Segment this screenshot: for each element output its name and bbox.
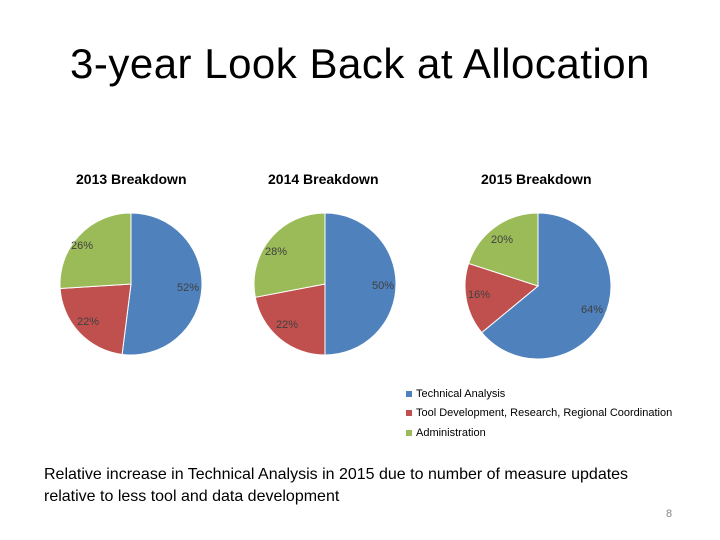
pie-label-2015-admin: 20% bbox=[491, 234, 513, 246]
slide-title: 3-year Look Back at Allocation bbox=[70, 40, 650, 87]
legend-label-technical: Technical Analysis bbox=[416, 387, 506, 400]
chart-title-2014: 2014 Breakdown bbox=[268, 171, 379, 187]
pie-slice-2013-tool bbox=[59, 283, 132, 355]
pie-label-2015-tool: 16% bbox=[468, 289, 490, 301]
legend-swatch-tool bbox=[406, 410, 412, 417]
legend-item-admin: Administration bbox=[406, 423, 672, 443]
pie-slice-2013-technical bbox=[121, 212, 203, 356]
legend-item-tool: Tool Development, Research, Regional Coo… bbox=[406, 404, 672, 424]
pie-slice-2015-admin bbox=[467, 212, 539, 287]
pie-label-2014-tool: 22% bbox=[276, 319, 298, 331]
pie-label-2013-admin: 26% bbox=[71, 240, 93, 252]
pie-label-2013-tool: 22% bbox=[77, 316, 99, 328]
pie-label-2015-technical: 64% bbox=[581, 304, 603, 316]
chart-title-2015: 2015 Breakdown bbox=[481, 171, 592, 187]
pie-label-2014-technical: 50% bbox=[372, 280, 394, 292]
legend-label-tool: Tool Development, Research, Regional Coo… bbox=[416, 407, 673, 420]
pie-slice-2015-tool bbox=[464, 262, 540, 334]
pie-slice-2013-admin bbox=[59, 212, 132, 289]
pie-slice-2014-admin bbox=[253, 212, 326, 298]
pie-slice-2015-technical bbox=[481, 212, 612, 360]
footnote: Relative increase in Technical Analysis … bbox=[44, 466, 629, 505]
legend-swatch-admin bbox=[406, 429, 412, 436]
pie-label-2014-admin: 28% bbox=[265, 246, 287, 258]
legend-item-technical: Technical Analysis bbox=[406, 384, 672, 404]
pie-charts: 52% 22% 26% 50% 22% 28% 64% 16% 20% bbox=[59, 212, 612, 360]
legend: Technical Analysis Tool Development, Res… bbox=[406, 384, 672, 443]
chart-title-2013: 2013 Breakdown bbox=[76, 171, 187, 187]
pie-slice-2014-tool bbox=[254, 283, 326, 356]
page-number: 8 bbox=[666, 508, 673, 520]
legend-label-admin: Administration bbox=[416, 426, 486, 439]
pie-label-2013-technical: 52% bbox=[177, 282, 199, 294]
pie-slice-2014-technical bbox=[324, 212, 397, 356]
legend-swatch-technical bbox=[406, 390, 412, 397]
